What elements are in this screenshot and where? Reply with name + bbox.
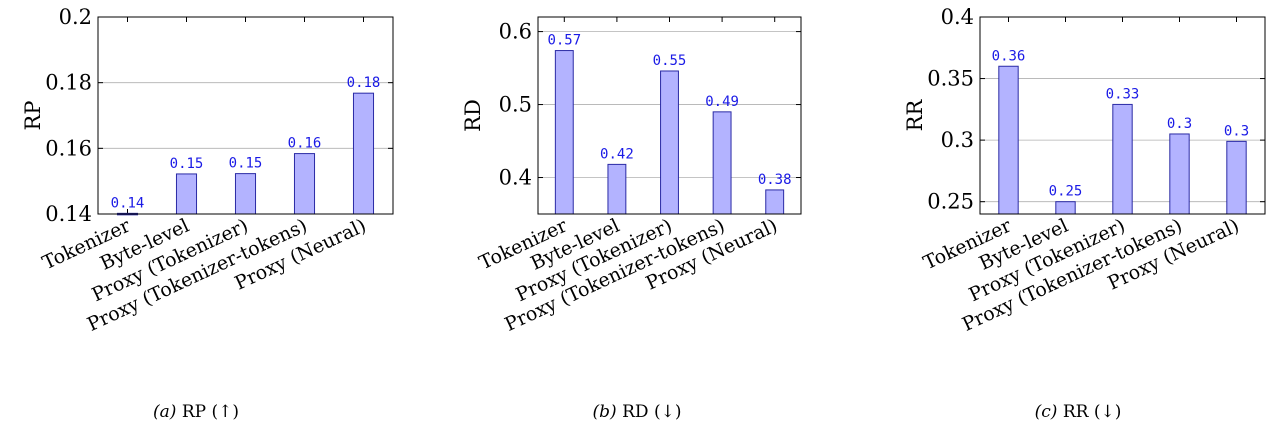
y-axis-label: RP [21,101,45,131]
y-tick-label: 0.4 [499,166,532,190]
caption: (c) RR (↓) [1035,402,1122,422]
data-label: 0.42 [600,146,634,162]
bar-2 [607,163,627,215]
data-label: 0.33 [1106,86,1140,102]
y-axis-label: RR [903,99,927,132]
plot-frame [97,16,394,215]
y-tick-label: 0.4 [941,5,974,29]
caption-letter: (a) [153,402,182,422]
data-label: 0.25 [1049,184,1083,200]
bar-1 [554,50,574,215]
data-label: 0.3 [1167,116,1192,132]
bar-5 [765,189,785,215]
bar-5 [1226,140,1247,215]
caption-letter: (b) [593,402,623,422]
plot-frame [979,16,1266,215]
data-label: 0.14 [111,195,145,211]
caption-letter: (c) [1035,402,1063,422]
caption: (a) RP (↑) [153,402,239,422]
caption-text: RP (↑) [182,402,239,422]
caption-text: RR (↓) [1063,402,1122,422]
data-label: 0.36 [992,48,1026,64]
bar-3 [234,173,257,215]
y-tick-label: 0.18 [45,71,92,95]
data-label: 0.57 [547,33,581,49]
y-tick-label: 0.35 [927,67,974,91]
caption: (b) RD (↓) [593,402,682,422]
y-tick-label: 0.6 [499,20,532,44]
plot-frame [537,16,802,215]
chart-panel-rp: 0.140.160.180.20.140.15 0.150.160.18RPTok… [21,5,394,422]
data-label: 0.15 [229,156,263,172]
bar-4 [712,111,732,215]
y-tick-label: 0.25 [927,190,974,214]
data-label: 0.15 [170,156,204,172]
y-tick-label: 0.2 [59,5,92,29]
data-label: 0.18 [347,75,381,91]
data-label: 0.55 [653,53,687,69]
y-tick-label: 0.5 [499,93,532,117]
data-label: 0.49 [705,94,739,110]
data-label: 0.3 [1224,123,1249,139]
y-axis-label: RD [461,99,485,132]
bar-1 [998,65,1019,215]
bar-2 [1055,201,1076,215]
data-label: 0.16 [288,136,322,152]
data-label: 0.38 [758,172,792,188]
bar-5 [352,92,375,215]
bar-3 [1112,103,1133,215]
caption-text: RD (↓) [622,402,681,422]
bar-3 [660,70,679,215]
bar-2 [175,173,198,215]
y-tick-label: 0.14 [45,202,92,226]
bar-4 [1169,133,1190,215]
y-tick-label: 0.3 [941,128,974,152]
chart-panel-rd: 0.40.50.6 0.570.420.550.490.38RDTokenizer… [461,16,802,422]
bar-4 [293,153,316,215]
y-tick-label: 0.16 [45,136,92,160]
chart-panel-rr: 0.250.30.350.40.360.250.330.3 0.3RRTokeni… [903,5,1266,422]
